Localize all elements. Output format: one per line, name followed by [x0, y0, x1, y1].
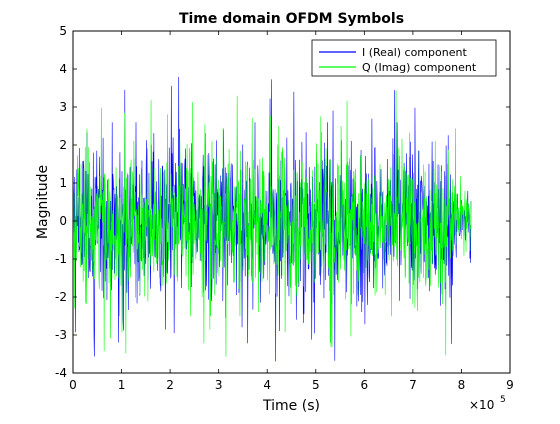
legend-label-i: I (Real) component — [362, 46, 467, 59]
x-tick-label: 1 — [118, 378, 126, 392]
x-exponent-base: ×10 — [469, 398, 494, 412]
legend-label-q: Q (Imag) component — [362, 61, 477, 74]
y-tick-label: 5 — [59, 24, 67, 38]
x-tick-label: 2 — [166, 378, 174, 392]
y-tick-label: 3 — [59, 100, 67, 114]
y-tick-label: 2 — [59, 138, 67, 152]
x-tick-label: 8 — [458, 378, 466, 392]
y-tick-label: 0 — [59, 214, 67, 228]
y-tick-label: -4 — [55, 366, 67, 380]
legend-box — [311, 39, 497, 77]
y-tick-label: 4 — [59, 62, 67, 76]
chart-title: Time domain OFDM Symbols — [179, 11, 404, 27]
legend: I (Real) component Q (Imag) component — [311, 39, 497, 77]
x-tick-label: 9 — [506, 378, 514, 392]
y-tick-label: 1 — [59, 176, 67, 190]
x-exponent-power: 5 — [500, 395, 506, 405]
y-tick-label: -3 — [55, 328, 67, 342]
x-tick-label: 5 — [312, 378, 320, 392]
ticks-layer: 0 1 2 3 4 5 6 7 8 9 -4 -3 -2 -1 0 1 2 3 4 5 — [55, 24, 514, 392]
plot-frame — [72, 30, 511, 374]
series-layer — [72, 76, 472, 362]
x-tick-label: 3 — [215, 378, 223, 392]
series-line-q — [72, 90, 472, 357]
x-tick-label: 0 — [69, 378, 77, 392]
x-tick-label: 6 — [361, 378, 369, 392]
y-tick-label: -1 — [55, 252, 67, 266]
x-axis-label: Time (s) — [262, 398, 320, 414]
y-tick-label: -2 — [55, 290, 67, 304]
x-tick-label: 7 — [409, 378, 417, 392]
y-axis-label: Magnitude — [35, 165, 51, 239]
x-tick-label: 4 — [263, 378, 271, 392]
